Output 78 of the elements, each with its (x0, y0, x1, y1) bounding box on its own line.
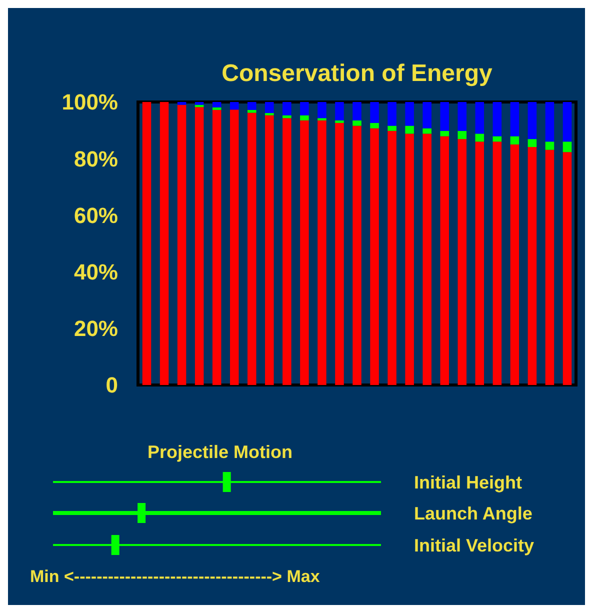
bar (545, 150, 554, 385)
chart-title: Conservation of Energy (222, 60, 494, 87)
bar (388, 126, 396, 131)
bar (230, 102, 239, 110)
y-tick-label: 80% (74, 146, 118, 172)
bar (388, 130, 396, 385)
bar (177, 104, 186, 385)
bar (194, 102, 204, 105)
bar (335, 120, 344, 123)
y-tick-label: 0 (106, 372, 118, 398)
bar (300, 102, 309, 116)
text: Initial Height (414, 472, 522, 492)
bar (422, 102, 432, 128)
bar (475, 142, 484, 385)
bar (212, 102, 222, 108)
bar (458, 139, 466, 385)
bar (370, 128, 379, 385)
bar (422, 134, 432, 385)
bar (528, 139, 537, 147)
bar (510, 102, 520, 136)
bar (422, 128, 432, 134)
text: Initial Velocity (414, 535, 534, 556)
bar (248, 112, 256, 385)
bar (248, 102, 256, 110)
bar (405, 102, 414, 126)
bar (248, 110, 256, 113)
bar (282, 102, 292, 116)
y-tick-label: 60% (74, 202, 118, 228)
bar (352, 126, 362, 385)
bar (562, 152, 572, 385)
text: Launch Angle (414, 503, 532, 524)
bar (160, 102, 169, 385)
bar (265, 115, 274, 385)
bar (265, 102, 274, 114)
bar (230, 110, 239, 385)
bar (492, 142, 502, 385)
bar (510, 144, 520, 385)
bar (282, 118, 292, 385)
bar (388, 102, 396, 126)
bar (212, 110, 222, 385)
bar (370, 102, 379, 123)
bar (562, 102, 572, 142)
bar (282, 115, 292, 118)
bar (528, 146, 537, 385)
bar (440, 136, 449, 385)
bar (545, 142, 554, 150)
bar (562, 142, 572, 152)
bar (212, 107, 222, 110)
bar (335, 122, 344, 385)
bar (405, 134, 414, 385)
bar (300, 115, 309, 120)
bar (300, 120, 309, 385)
bar (510, 136, 520, 144)
bar (492, 136, 502, 142)
y-tick-label: 100% (62, 90, 118, 115)
bar (335, 102, 344, 120)
bar (142, 102, 152, 385)
bar (440, 130, 449, 136)
bar (492, 102, 502, 136)
bar (475, 134, 484, 142)
bar (405, 126, 414, 134)
bar (440, 102, 449, 131)
bar (352, 120, 362, 126)
bar (475, 102, 484, 134)
bar (545, 102, 554, 142)
bar (458, 102, 466, 131)
bar (458, 130, 466, 140)
bar (177, 102, 186, 105)
y-tick-label: 20% (74, 316, 118, 342)
bar (370, 122, 379, 128)
bar (194, 107, 204, 385)
bar (352, 102, 362, 120)
bar (318, 120, 326, 385)
bar (528, 102, 537, 140)
bar (318, 102, 326, 118)
text: Projectile Motion (147, 442, 293, 462)
y-tick-label: 40% (74, 260, 118, 284)
text: Min <-----------------------------------> Max (30, 566, 320, 586)
